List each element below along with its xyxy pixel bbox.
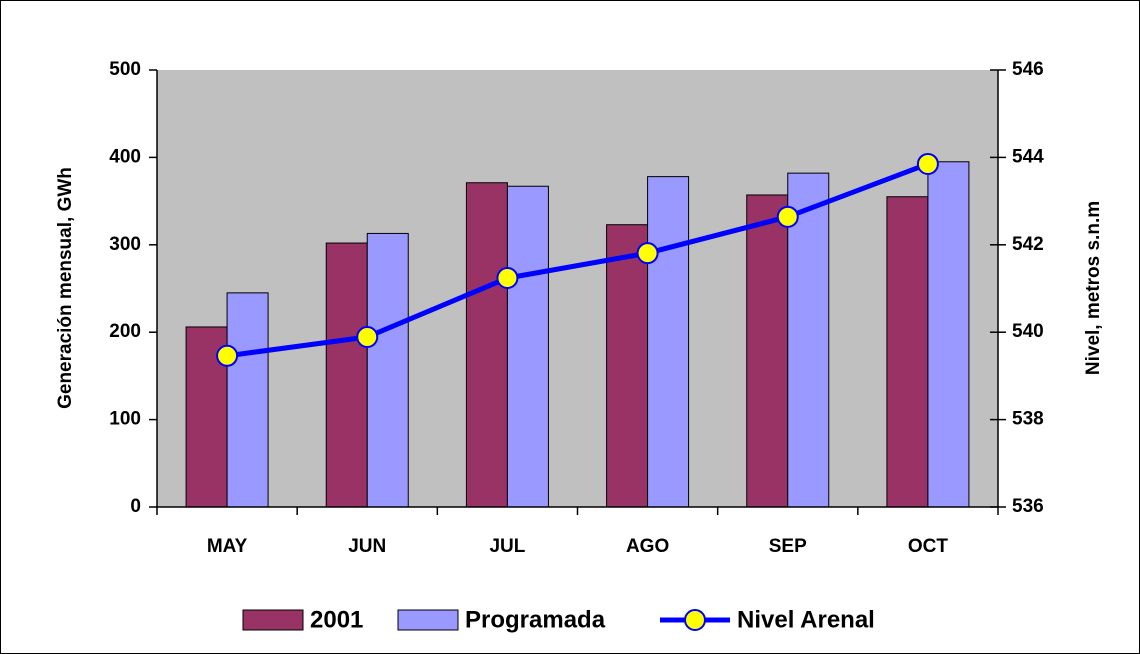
y2-tick-label: 538 (1012, 409, 1044, 430)
legend-swatch (242, 609, 304, 631)
y2-tick-label: 536 (1012, 496, 1044, 517)
bar (787, 172, 830, 508)
x-tick-label: JUL (489, 536, 525, 557)
line (226, 161, 929, 359)
y-tick-label: 100 (109, 409, 141, 430)
legend-label: Programada (465, 606, 606, 633)
bar (506, 185, 549, 508)
y-tick-label: 0 (130, 496, 141, 517)
plot-area (157, 70, 998, 507)
y2-axis-title: Nivel, metros s.n.m (1083, 201, 1104, 375)
bar (746, 194, 789, 508)
legend-label: Nivel Arenal (737, 606, 875, 633)
y2-tick-label: 544 (1012, 146, 1044, 167)
x-tick-label: OCT (908, 536, 949, 557)
y2-tick-label: 540 (1012, 321, 1044, 342)
x-tick-label: JUN (348, 536, 386, 557)
line-marker (636, 242, 659, 265)
bar (927, 161, 970, 508)
line-marker (916, 152, 939, 175)
bar (886, 196, 929, 508)
x-tick-label: SEP (769, 536, 807, 557)
y-tick-label: 300 (109, 234, 141, 255)
line-marker (356, 326, 379, 349)
y-tick-label: 500 (109, 59, 141, 80)
bar (647, 176, 690, 508)
y-axis-title: Generación mensual, GWh (55, 167, 76, 409)
x-tick-label: MAY (207, 536, 248, 557)
legend-swatch (397, 609, 459, 631)
legend-label: 2001 (310, 606, 363, 633)
bar (366, 232, 409, 508)
bar (465, 182, 508, 508)
line-marker (496, 267, 519, 290)
legend-marker (684, 609, 706, 631)
x-tick-label: AGO (626, 536, 669, 557)
y2-tick-label: 542 (1012, 234, 1044, 255)
y-tick-label: 200 (109, 321, 141, 342)
line-marker (776, 205, 799, 228)
y-tick-label: 400 (109, 146, 141, 167)
bar (325, 242, 368, 508)
y2-tick-label: 546 (1012, 59, 1044, 80)
bar (606, 224, 649, 508)
bar (226, 292, 269, 508)
line-marker (216, 344, 239, 367)
